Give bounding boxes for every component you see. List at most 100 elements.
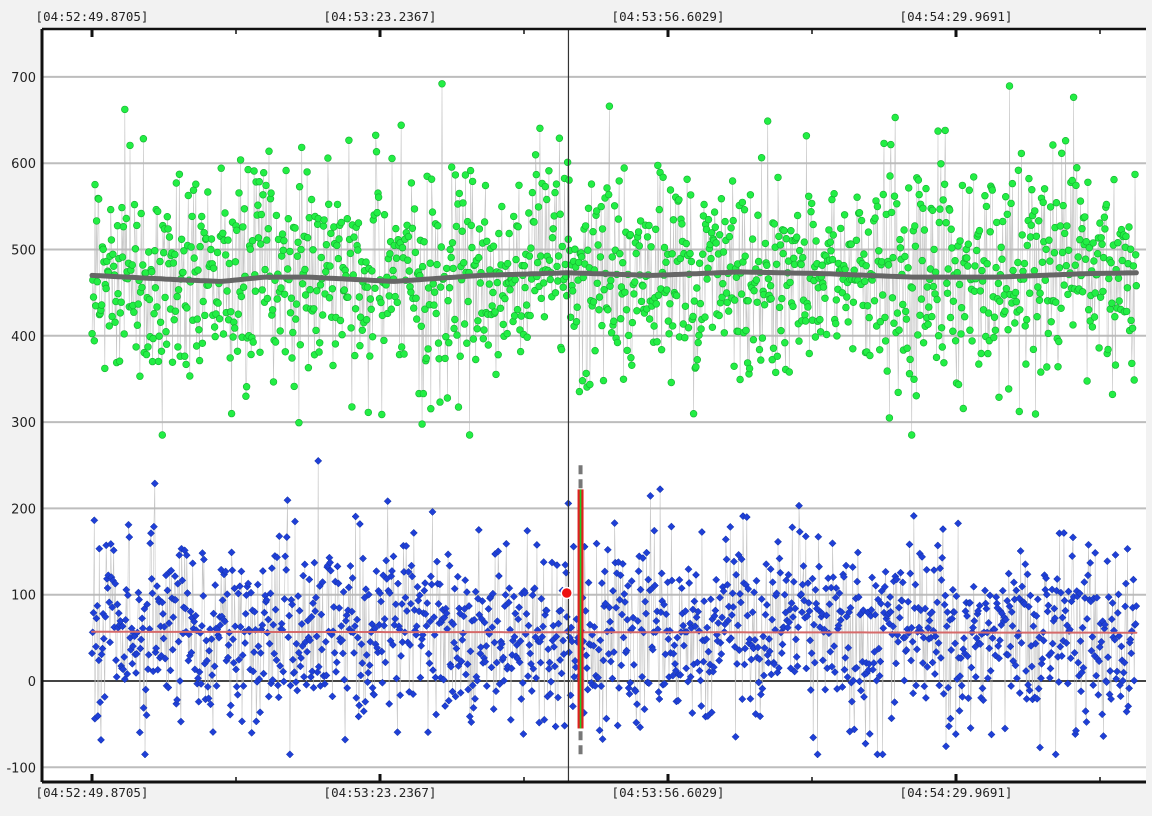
data-point [502, 539, 511, 548]
data-point [492, 370, 500, 379]
data-point [947, 225, 955, 233]
data-point [801, 311, 809, 319]
data-point [525, 252, 534, 260]
data-point [335, 604, 344, 612]
data-point [434, 222, 442, 230]
data-point [1102, 200, 1111, 209]
data-point [279, 667, 288, 676]
data-point [534, 203, 543, 211]
data-point [1055, 337, 1063, 346]
data-point [412, 622, 421, 631]
data-point [900, 676, 909, 685]
data-point [1016, 547, 1025, 555]
data-point [551, 722, 560, 731]
data-point [613, 721, 622, 730]
data-point [728, 589, 737, 598]
data-point [632, 718, 641, 727]
data-point [478, 597, 487, 606]
data-point [253, 580, 262, 589]
data-point [1074, 253, 1082, 261]
data-point [789, 254, 798, 262]
data-point [479, 335, 487, 343]
data-point [948, 614, 957, 623]
data-point [720, 329, 728, 337]
data-point [293, 686, 302, 695]
data-point [1023, 570, 1032, 579]
data-point [227, 409, 236, 418]
data-point [418, 630, 427, 639]
data-point [488, 302, 496, 310]
data-point [231, 324, 239, 332]
data-point [774, 173, 782, 182]
data-point [628, 318, 637, 327]
data-point [789, 302, 797, 311]
data-point [100, 692, 109, 701]
data-point [371, 284, 379, 292]
data-point [645, 315, 654, 323]
data-point [108, 603, 117, 612]
data-point [484, 604, 493, 613]
data-point [173, 579, 182, 588]
data-point [886, 172, 894, 180]
data-point [876, 318, 885, 326]
data-point [545, 167, 553, 175]
data-point [150, 310, 158, 318]
data-point [571, 245, 579, 253]
data-point [826, 647, 835, 656]
x-tick-label-bottom: [04:53:23.2367] [324, 785, 437, 800]
data-point [491, 308, 499, 316]
data-point [180, 247, 188, 255]
data-point [896, 235, 904, 244]
data-point [456, 609, 465, 618]
data-point [626, 231, 635, 239]
data-point [198, 339, 207, 347]
data-point [807, 649, 816, 658]
data-point [805, 607, 814, 616]
data-point [1076, 197, 1085, 205]
data-point [174, 637, 183, 646]
data-point [623, 346, 631, 355]
data-point [493, 617, 502, 626]
data-point [610, 317, 618, 325]
data-point [722, 555, 731, 564]
data-point [677, 584, 686, 593]
data-point [805, 349, 813, 358]
data-point [694, 607, 703, 616]
data-point [174, 343, 182, 351]
data-point [667, 576, 676, 585]
data-point [195, 668, 204, 676]
data-point [151, 284, 160, 292]
data-point [986, 228, 994, 236]
data-point [1060, 229, 1069, 238]
data-point [251, 287, 260, 295]
data-point [114, 609, 123, 618]
data-point [976, 640, 985, 648]
data-point [487, 663, 496, 672]
data-point [1008, 622, 1017, 630]
data-point [105, 598, 114, 607]
data-point [119, 665, 128, 674]
data-point [320, 679, 329, 688]
data-point [303, 616, 312, 625]
data-point [756, 712, 765, 721]
data-point [467, 718, 476, 727]
y-tick-label: 500 [11, 244, 36, 259]
data-point [650, 581, 659, 590]
data-point [1081, 707, 1090, 716]
data-point [696, 676, 705, 685]
data-point [813, 750, 822, 759]
data-point [890, 192, 899, 200]
data-point [702, 635, 711, 644]
data-point [642, 548, 651, 557]
data-point [662, 610, 671, 619]
data-point [164, 683, 173, 692]
data-point [238, 651, 247, 660]
data-point [998, 255, 1006, 263]
data-point [812, 237, 820, 245]
data-point [1095, 344, 1103, 352]
data-point [616, 571, 625, 580]
data-point [861, 739, 870, 748]
data-point [171, 250, 179, 259]
data-point [321, 637, 330, 646]
